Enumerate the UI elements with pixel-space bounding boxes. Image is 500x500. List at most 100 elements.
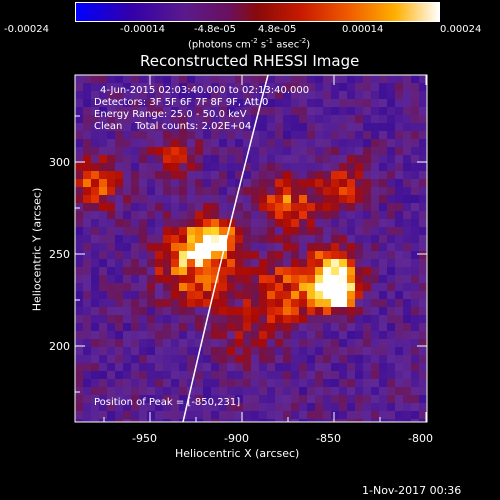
image-pixel	[403, 187, 411, 195]
image-pixel	[299, 187, 307, 195]
image-pixel	[131, 235, 139, 243]
image-pixel	[267, 323, 275, 331]
image-pixel	[419, 363, 427, 371]
image-pixel	[203, 235, 211, 243]
image-pixel	[267, 131, 275, 139]
image-pixel	[403, 75, 411, 83]
image-pixel	[411, 267, 419, 275]
image-pixel	[299, 195, 307, 203]
image-pixel	[171, 275, 179, 283]
image-pixel	[139, 243, 147, 251]
image-pixel	[147, 155, 155, 163]
image-pixel	[355, 299, 363, 307]
image-pixel	[283, 115, 291, 123]
image-pixel	[387, 379, 395, 387]
image-pixel	[355, 291, 363, 299]
image-pixel	[203, 323, 211, 331]
image-pixel	[123, 75, 131, 83]
image-pixel	[411, 259, 419, 267]
image-pixel	[75, 147, 83, 155]
image-pixel	[219, 83, 227, 91]
image-pixel	[347, 107, 355, 115]
image-pixel	[307, 179, 315, 187]
image-pixel	[419, 99, 427, 107]
image-pixel	[187, 243, 195, 251]
image-pixel	[347, 323, 355, 331]
image-pixel	[155, 203, 163, 211]
image-pixel	[179, 155, 187, 163]
image-pixel	[107, 347, 115, 355]
image-pixel	[339, 267, 347, 275]
image-pixel	[395, 171, 403, 179]
image-pixel	[323, 147, 331, 155]
image-pixel	[363, 283, 371, 291]
image-pixel	[203, 267, 211, 275]
image-pixel	[179, 283, 187, 291]
image-pixel	[347, 347, 355, 355]
image-pixel	[283, 187, 291, 195]
image-pixel	[355, 131, 363, 139]
image-pixel	[419, 139, 427, 147]
image-pixel	[411, 403, 419, 411]
image-pixel	[235, 203, 243, 211]
image-pixel	[235, 91, 243, 99]
image-pixel	[131, 291, 139, 299]
image-pixel	[283, 235, 291, 243]
image-pixel	[347, 419, 355, 422]
image-pixel	[347, 203, 355, 211]
image-pixel	[163, 403, 171, 411]
image-pixel	[155, 363, 163, 371]
x-axis-label: Heliocentric X (arcsec)	[175, 447, 300, 460]
image-pixel	[163, 291, 171, 299]
image-pixel	[123, 307, 131, 315]
image-pixel	[355, 331, 363, 339]
image-pixel	[355, 355, 363, 363]
image-pixel	[147, 299, 155, 307]
image-pixel	[131, 75, 139, 83]
image-pixel	[203, 291, 211, 299]
image-pixel	[251, 315, 259, 323]
image-pixel	[91, 235, 99, 243]
image-pixel	[267, 83, 275, 91]
image-pixel	[339, 187, 347, 195]
image-pixel	[187, 339, 195, 347]
image-pixel	[123, 291, 131, 299]
image-pixel	[171, 139, 179, 147]
image-pixel	[403, 395, 411, 403]
image-pixel	[307, 75, 315, 83]
image-pixel	[299, 283, 307, 291]
image-pixel	[251, 371, 259, 379]
image-pixel	[395, 91, 403, 99]
image-pixel	[363, 363, 371, 371]
image-pixel	[83, 395, 91, 403]
image-pixel	[131, 219, 139, 227]
image-pixel	[355, 139, 363, 147]
image-pixel	[275, 163, 283, 171]
image-pixel	[371, 419, 379, 422]
image-pixel	[115, 115, 123, 123]
image-pixel	[331, 235, 339, 243]
image-pixel	[235, 267, 243, 275]
image-pixel	[259, 155, 267, 163]
image-pixel	[363, 299, 371, 307]
image-pixel	[75, 251, 83, 259]
image-pixel	[291, 323, 299, 331]
image-pixel	[75, 283, 83, 291]
image-pixel	[259, 275, 267, 283]
image-pixel	[75, 411, 83, 419]
image-pixel	[203, 163, 211, 171]
image-pixel	[235, 379, 243, 387]
image-pixel	[235, 235, 243, 243]
image-pixel	[283, 195, 291, 203]
image-pixel	[123, 139, 131, 147]
image-pixel	[251, 139, 259, 147]
image-pixel	[307, 195, 315, 203]
image-pixel	[91, 123, 99, 131]
image-pixel	[163, 115, 171, 123]
image-pixel	[387, 347, 395, 355]
image-pixel	[155, 355, 163, 363]
image-pixel	[187, 179, 195, 187]
image-pixel	[147, 211, 155, 219]
image-pixel	[99, 291, 107, 299]
image-pixel	[179, 299, 187, 307]
